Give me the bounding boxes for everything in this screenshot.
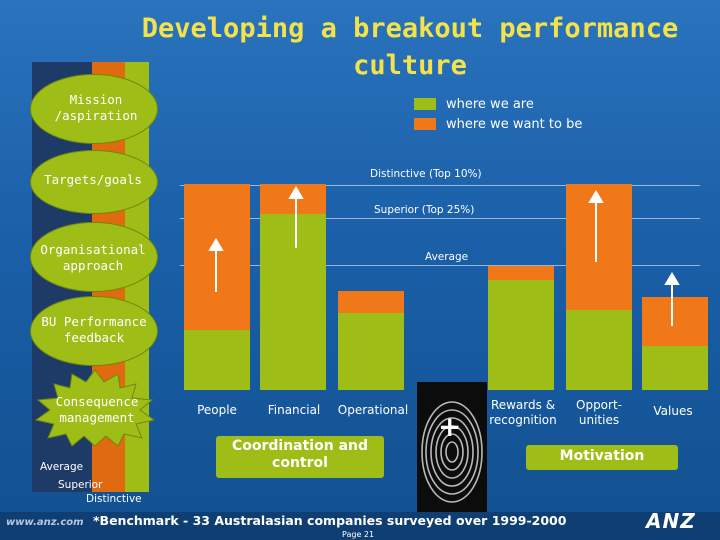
average-label: Average <box>425 251 469 263</box>
website-text: www.anz.com <box>6 517 84 528</box>
scale-average: Average <box>40 461 84 473</box>
current-bar <box>184 329 250 390</box>
org-ellipse <box>30 222 158 292</box>
org-label: Organisational approach <box>40 242 146 273</box>
target-bar <box>642 296 708 346</box>
current-bar <box>488 280 554 390</box>
consequence-label: Consequence management <box>55 394 139 425</box>
targets-ellipse <box>30 150 158 214</box>
current-bar <box>260 214 326 390</box>
legend-target: where we want to be <box>446 117 583 132</box>
superior-line <box>180 218 700 219</box>
average-line <box>180 265 700 266</box>
bu-label: BU Performance feedback <box>41 314 147 345</box>
distinctive-label: Distinctive (Top 10%) <box>370 168 482 180</box>
category-label: People <box>197 403 237 417</box>
superior-label: Superior (Top 25%) <box>374 204 475 216</box>
mission-label: Mission /aspiration <box>54 92 138 123</box>
current-bar <box>338 313 404 390</box>
current-bar <box>642 346 708 390</box>
benchmark-note: *Benchmark - 33 Australasian companies s… <box>93 513 567 528</box>
scale-distinctive: Distinctive <box>86 493 142 505</box>
coordination-pill: Coordination and control <box>216 436 384 478</box>
legend-current: where we are <box>446 97 534 112</box>
anz-logo: ANZ <box>646 509 696 533</box>
slide-title: Developing a breakout performance cultur… <box>141 13 679 81</box>
target-bar <box>338 291 404 313</box>
category-label: Opport-unities <box>576 398 622 427</box>
legend-swatch-target <box>414 118 436 130</box>
mission-ellipse <box>30 74 158 144</box>
target-bar <box>566 183 632 311</box>
page-number: Page 21 <box>342 530 375 539</box>
legend-swatch-current <box>414 98 436 110</box>
targets-label: Targets/goals <box>44 172 142 187</box>
category-label: Financial <box>267 403 321 417</box>
category-label: Rewards & recognition <box>489 398 557 427</box>
distinctive-line <box>180 185 700 186</box>
plus-symbol: + <box>438 410 462 443</box>
target-bar <box>488 266 554 280</box>
bu-ellipse <box>30 296 158 366</box>
current-bar <box>566 310 632 390</box>
scale-superior: Superior <box>58 479 103 491</box>
category-label: Values <box>653 404 693 418</box>
starburst-shape <box>34 369 156 447</box>
category-label: Operational <box>337 403 409 417</box>
fingerprint-image <box>417 382 487 520</box>
motivation-pill: Motivation <box>526 445 678 470</box>
footer-bar <box>0 512 720 540</box>
